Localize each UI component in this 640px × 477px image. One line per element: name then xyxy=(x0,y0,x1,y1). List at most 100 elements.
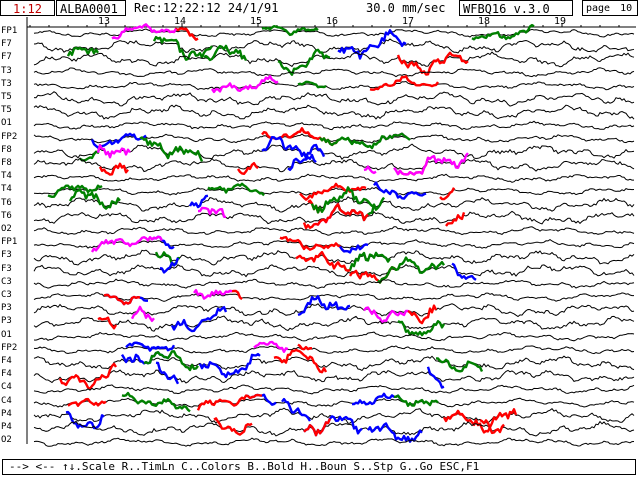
marked-segment xyxy=(121,391,191,413)
channel-label: C3 xyxy=(1,290,12,300)
marked-segment xyxy=(198,206,227,219)
marked-segment xyxy=(237,161,259,176)
eeg-trace xyxy=(33,264,635,278)
eeg-trace xyxy=(33,80,635,91)
marked-segment xyxy=(170,306,228,333)
channel-label: F3 xyxy=(1,250,12,261)
channel-label: C4 xyxy=(1,382,12,393)
page-counter: page 10 xyxy=(582,0,638,16)
marked-segment xyxy=(451,262,477,281)
eeg-trace xyxy=(33,28,635,38)
channel-label: T5 xyxy=(1,105,12,116)
marked-segment xyxy=(295,250,351,272)
marked-segment xyxy=(152,35,213,61)
marked-segment xyxy=(155,361,180,385)
marked-segment xyxy=(188,194,209,209)
eeg-trace xyxy=(33,420,635,437)
marked-segment xyxy=(98,162,129,176)
marked-segment xyxy=(65,410,105,430)
eeg-trace xyxy=(33,249,635,266)
channel-label: F3 xyxy=(1,263,12,274)
marked-segment xyxy=(341,132,411,150)
marked-segment xyxy=(297,295,351,317)
eeg-trace xyxy=(33,186,635,196)
marked-segment xyxy=(90,235,164,253)
marked-segment xyxy=(97,316,118,330)
marked-segment xyxy=(471,23,535,41)
channel-label: P4 xyxy=(1,408,12,419)
second-label: 13 xyxy=(98,16,110,27)
marked-segment xyxy=(341,251,392,272)
marked-segment xyxy=(159,257,180,274)
marked-segment xyxy=(442,408,518,434)
marked-segment xyxy=(203,44,248,62)
eeg-trace xyxy=(33,331,635,342)
marked-segment xyxy=(277,48,331,76)
eeg-trace xyxy=(33,397,635,408)
eeg-trace xyxy=(33,143,635,160)
marked-segment xyxy=(393,152,469,176)
eeg-trace xyxy=(33,303,635,318)
eeg-trace xyxy=(33,91,635,107)
channel-label: F4 xyxy=(1,369,12,380)
second-label: 15 xyxy=(250,16,262,27)
eeg-trace xyxy=(33,120,635,131)
marked-segment xyxy=(339,243,369,254)
channel-label: T4 xyxy=(1,171,12,182)
marked-segment xyxy=(213,417,253,436)
channel-label: O2 xyxy=(1,224,12,234)
marked-segment xyxy=(394,394,439,407)
channel-label: T3 xyxy=(1,65,12,76)
channel-label: P3 xyxy=(1,303,12,314)
marked-segment xyxy=(67,397,107,407)
marked-segment xyxy=(211,74,279,94)
eeg-trace xyxy=(33,51,635,68)
eeg-trace xyxy=(33,173,634,183)
marked-segment xyxy=(125,341,159,352)
second-label: 16 xyxy=(326,16,338,27)
marked-segment xyxy=(337,29,407,60)
marked-segment xyxy=(369,75,439,91)
eeg-trace xyxy=(33,196,635,213)
eeg-trace xyxy=(33,67,635,78)
file-name: ALBA0001 xyxy=(56,0,126,16)
hotkey-bar: --> <-- ↑↓.Scale R..TimLn C..Colors B..B… xyxy=(2,459,636,475)
marked-segment xyxy=(58,362,118,390)
channel-label: F8 xyxy=(1,158,12,168)
hotkey-text: --> <-- ↑↓.Scale R..TimLn C..Colors B..B… xyxy=(9,460,480,473)
marked-segment xyxy=(377,256,446,284)
marked-segment xyxy=(68,188,121,210)
channel-label: T3 xyxy=(1,78,12,89)
page-number: 10 xyxy=(620,3,633,14)
marked-segment xyxy=(363,306,413,324)
eeg-trace xyxy=(33,407,635,424)
timeline-ticks: 13 14 15 16 17 18 19 xyxy=(29,16,620,27)
second-label: 18 xyxy=(478,16,490,27)
marked-segment xyxy=(363,165,377,175)
record-time: Rec:12:22:12 24/1/91 xyxy=(134,1,279,15)
eeg-trace xyxy=(33,278,635,289)
eeg-trace xyxy=(33,226,635,236)
eeg-trace xyxy=(33,315,635,332)
channel-label: C4 xyxy=(1,395,12,406)
marked-segment xyxy=(373,181,427,200)
eeg-trace xyxy=(33,292,634,302)
channel-label: F8 xyxy=(1,144,12,155)
channel-label: T6 xyxy=(1,197,12,208)
channel-label: C3 xyxy=(1,276,12,287)
marked-segment xyxy=(111,23,178,40)
eeg-trace xyxy=(33,38,635,54)
marked-segment xyxy=(297,80,327,89)
marked-segment xyxy=(397,319,446,337)
marked-segment xyxy=(139,136,204,162)
marked-segment xyxy=(297,343,313,351)
marked-segment xyxy=(193,289,233,300)
page-label: page xyxy=(586,3,611,14)
marked-segment xyxy=(198,352,261,379)
second-label: 14 xyxy=(174,16,186,27)
marked-segment xyxy=(435,357,484,373)
marked-segment xyxy=(96,143,131,159)
marked-segment xyxy=(143,350,199,372)
marked-segment xyxy=(479,418,505,435)
marked-segment xyxy=(367,422,423,443)
